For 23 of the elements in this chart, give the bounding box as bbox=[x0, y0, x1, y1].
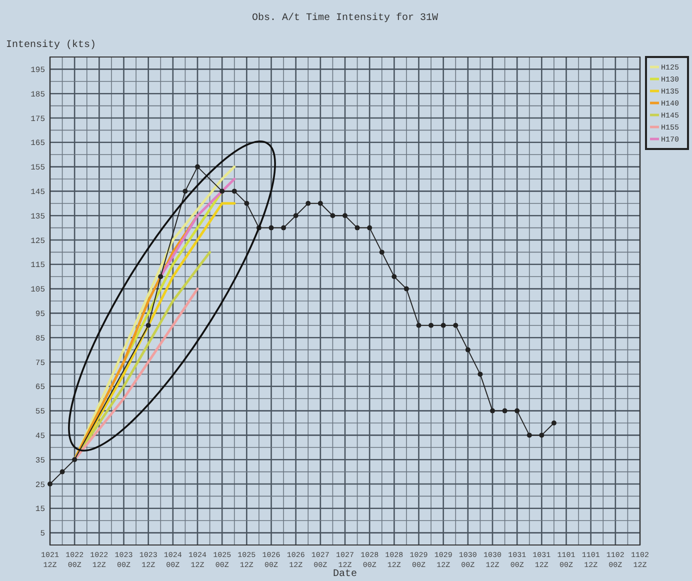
y-tick-label: 105 bbox=[30, 286, 46, 295]
y-tick-label: 175 bbox=[30, 114, 46, 124]
y-tick-label: 95 bbox=[35, 310, 46, 319]
y-tick-label: 25 bbox=[35, 480, 46, 490]
y-tick-label: 145 bbox=[30, 188, 46, 197]
y-tick-label: 115 bbox=[30, 261, 46, 270]
y-tick-label: 185 bbox=[30, 90, 46, 100]
y-axis-title: Intensity (kts) bbox=[6, 39, 96, 51]
y-tick-label: 195 bbox=[30, 66, 46, 75]
y-tick-label: 65 bbox=[35, 383, 46, 392]
y-tick-label: 155 bbox=[30, 164, 46, 173]
y-tick-label: 85 bbox=[35, 334, 46, 344]
x-axis-title: Date bbox=[332, 569, 358, 580]
y-tick-label: 35 bbox=[35, 456, 46, 466]
y-tick-label: 15 bbox=[35, 505, 46, 514]
y-tick-label: 5 bbox=[40, 530, 46, 539]
y-tick-label: 45 bbox=[35, 432, 46, 441]
y-tick-label: 135 bbox=[30, 212, 46, 222]
y-tick-label: 125 bbox=[30, 236, 46, 246]
chart-title: Obs. A/t Time Intensity for 31W bbox=[252, 12, 438, 24]
y-tick-label: 165 bbox=[30, 139, 46, 148]
y-tick-label: 75 bbox=[35, 358, 46, 368]
y-tick-label: 55 bbox=[35, 408, 46, 417]
